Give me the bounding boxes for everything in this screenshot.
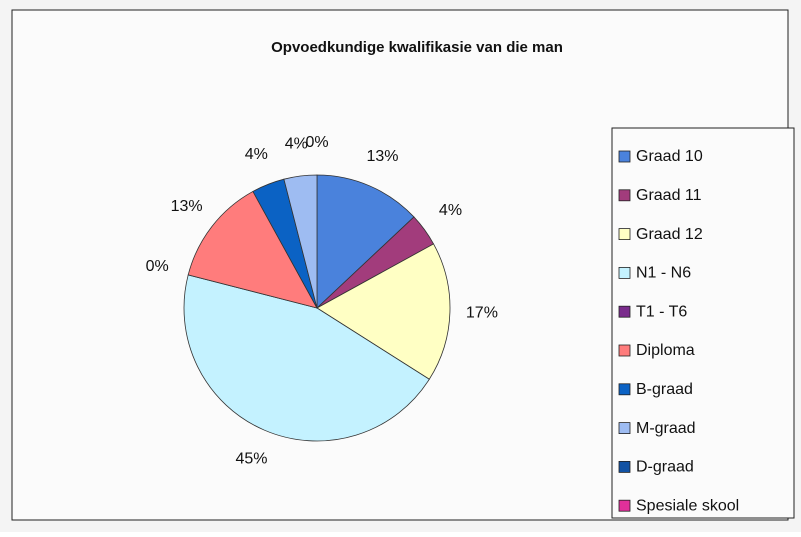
data-label: 0% <box>146 258 169 275</box>
pie-slice <box>283 174 318 309</box>
legend-label: B-graad <box>636 381 693 398</box>
data-label: 4% <box>285 136 308 153</box>
legend-box <box>611 127 795 519</box>
chart-title: Opvoedkundige kwalifikasie van die man <box>271 39 563 56</box>
data-label: 4% <box>245 146 268 163</box>
legend-swatch <box>618 228 631 241</box>
legend-label: N1 - N6 <box>636 265 691 282</box>
data-label: 13% <box>171 198 203 215</box>
legend-label: Graad 11 <box>636 187 702 204</box>
legend-label: Spesiale skool <box>636 497 739 514</box>
legend-label: M-graad <box>636 420 696 437</box>
pie-slice <box>316 243 451 380</box>
legend-label: Graad 12 <box>636 226 703 243</box>
legend-swatch <box>618 383 631 396</box>
legend-label: Diploma <box>636 342 695 359</box>
data-label: 0% <box>305 134 328 151</box>
legend-swatch <box>618 460 631 473</box>
legend-swatch <box>618 189 631 202</box>
legend-label: T1 - T6 <box>636 303 687 320</box>
legend-swatch <box>618 266 631 279</box>
pie-slice <box>187 190 318 309</box>
data-label: 17% <box>466 304 498 321</box>
legend-swatch <box>618 422 631 435</box>
legend-swatch <box>618 305 631 318</box>
data-label: 13% <box>367 148 399 165</box>
legend-label: Graad 10 <box>636 148 703 165</box>
pie-slice <box>183 274 430 442</box>
legend-label: D-graad <box>636 459 694 476</box>
data-label: 45% <box>235 451 267 468</box>
data-label: 4% <box>439 202 462 219</box>
pie-slice <box>316 174 415 309</box>
legend-swatch <box>618 344 631 357</box>
legend-swatch <box>618 499 631 512</box>
legend-swatch <box>618 150 631 163</box>
